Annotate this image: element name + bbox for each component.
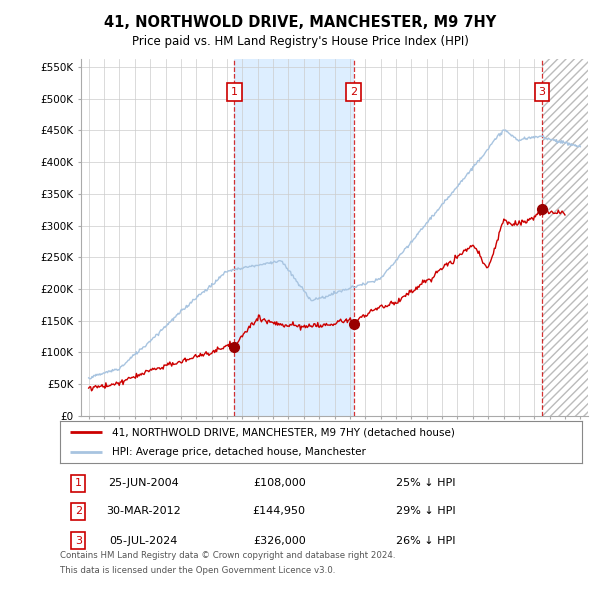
Text: 05-JUL-2024: 05-JUL-2024 — [109, 536, 178, 546]
Text: £326,000: £326,000 — [253, 536, 305, 546]
Text: 25-JUN-2004: 25-JUN-2004 — [108, 478, 179, 488]
Text: 26% ↓ HPI: 26% ↓ HPI — [395, 536, 455, 546]
Text: £108,000: £108,000 — [253, 478, 305, 488]
Text: 2: 2 — [75, 506, 82, 516]
Text: 3: 3 — [75, 536, 82, 546]
Text: Price paid vs. HM Land Registry's House Price Index (HPI): Price paid vs. HM Land Registry's House … — [131, 35, 469, 48]
Text: 1: 1 — [75, 478, 82, 488]
Bar — [235, 59, 354, 416]
Text: 41, NORTHWOLD DRIVE, MANCHESTER, M9 7HY: 41, NORTHWOLD DRIVE, MANCHESTER, M9 7HY — [104, 15, 496, 30]
Text: 29% ↓ HPI: 29% ↓ HPI — [395, 506, 455, 516]
Text: 3: 3 — [539, 87, 545, 97]
Text: 1: 1 — [231, 87, 238, 97]
Text: Contains HM Land Registry data © Crown copyright and database right 2024.: Contains HM Land Registry data © Crown c… — [60, 550, 395, 559]
Text: £144,950: £144,950 — [253, 506, 306, 516]
Text: 30-MAR-2012: 30-MAR-2012 — [106, 506, 181, 516]
Text: 41, NORTHWOLD DRIVE, MANCHESTER, M9 7HY (detached house): 41, NORTHWOLD DRIVE, MANCHESTER, M9 7HY … — [112, 427, 455, 437]
Text: 25% ↓ HPI: 25% ↓ HPI — [395, 478, 455, 488]
Text: This data is licensed under the Open Government Licence v3.0.: This data is licensed under the Open Gov… — [60, 566, 335, 575]
Text: 2: 2 — [350, 87, 357, 97]
Text: HPI: Average price, detached house, Manchester: HPI: Average price, detached house, Manc… — [112, 447, 366, 457]
